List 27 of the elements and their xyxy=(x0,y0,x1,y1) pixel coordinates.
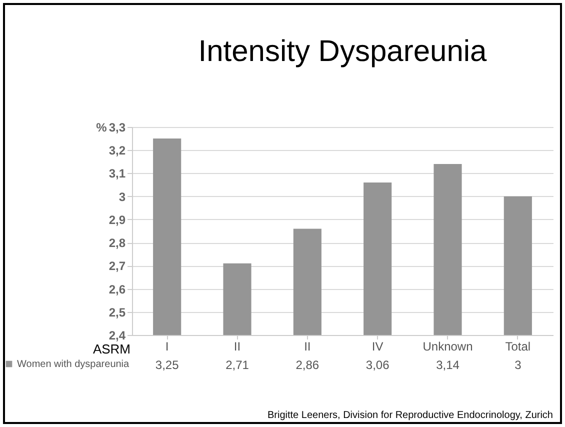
x-tick-label: II xyxy=(304,340,311,354)
legend-label: Women with dyspareunia xyxy=(17,359,130,370)
y-tick-label: 2,8 xyxy=(108,236,126,250)
y-tick-label: 2,7 xyxy=(108,259,126,274)
y-axis-title: % xyxy=(96,120,108,134)
data-label: 3,14 xyxy=(436,358,460,372)
data-label: 2,86 xyxy=(296,358,320,372)
x-tick-label: IV xyxy=(372,340,384,354)
y-tick-label: 3,2 xyxy=(108,144,126,158)
data-label: 3,06 xyxy=(366,358,390,372)
y-tick-label: 2,5 xyxy=(108,305,126,320)
x-axis-title: ASRM xyxy=(92,342,130,356)
data-label: 3,25 xyxy=(155,358,180,372)
data-label: 2,71 xyxy=(226,358,250,372)
y-tick-label: 3,3 xyxy=(108,120,126,134)
text: Brigitte Leeners, Division for Reproductive Endocrinology, Zurich xyxy=(267,410,553,421)
data-label: 3 xyxy=(514,358,522,372)
x-tick-label: Unknown xyxy=(422,340,473,354)
x-tick-label: I xyxy=(165,340,169,354)
y-tick-label: 3,1 xyxy=(108,166,126,181)
x-tick-label: Total xyxy=(505,340,531,354)
y-tick-label: 2,9 xyxy=(108,212,126,227)
x-tick-label: II xyxy=(234,340,241,354)
y-tick-label: 2,4 xyxy=(108,328,126,342)
y-tick-label: 2,6 xyxy=(108,282,126,296)
y-tick-label: 3 xyxy=(118,190,126,204)
chart-title: Intensity Dyspareunia xyxy=(198,35,488,68)
